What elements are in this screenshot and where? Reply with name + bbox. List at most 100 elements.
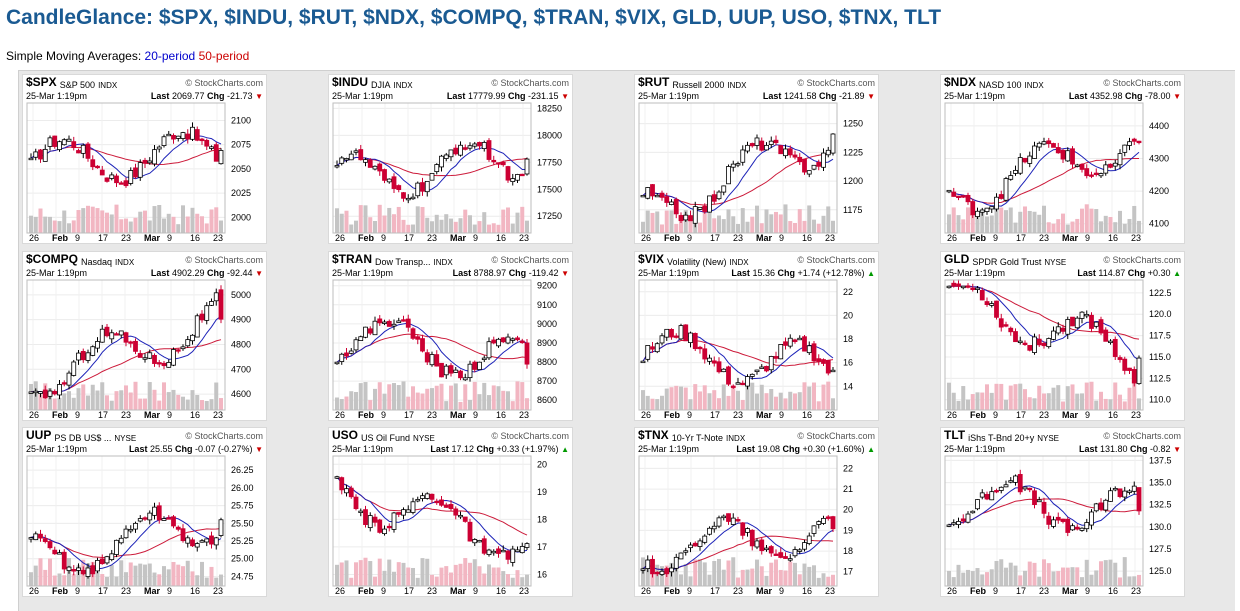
candle-body [175,135,181,139]
candle-body [830,133,836,154]
volume-bar [1103,560,1108,586]
volume-bar [717,558,721,586]
volume-bar [43,216,48,233]
chart-panel-tlt[interactable]: 137.5 135.0 132.5 130.0 127.5 125.0 26 Feb 9 17 23… [940,427,1185,597]
volume-bar [660,224,664,233]
security-name: Volatility (New) [667,257,727,267]
candle-body [783,341,788,346]
volume-bar [1089,574,1094,586]
candle-body [640,194,646,198]
candle-body [1122,144,1128,153]
symbol[interactable]: $COMPQ [26,252,79,266]
volume-bar [214,577,219,586]
chart-panel-gld[interactable]: 122.5 120.0 117.5 115.0 112.5 110.0 26 Feb 9 17 23… [940,251,1185,421]
x-tick-label: 9 [1085,233,1090,243]
chart-panel-tran[interactable]: 9200 9100 9000 8900 8800 8700 8600 26 Feb 9 17 23 Ma… [328,251,573,421]
volume-bar [802,382,807,410]
sma20-line [949,285,1140,361]
symbol[interactable]: $NDX [944,75,977,89]
candlestick-chart: 2100 2075 2050 2025 2000 26 Feb 9 17 23 Mar 9 16 23 [26,102,251,243]
candle-body [128,529,134,532]
symbol[interactable]: $TRAN [332,252,373,266]
symbol[interactable]: $RUT [638,75,670,89]
candlestick-chart: 1250 1225 1200 1175 26 Feb 9 17 23 Mar 9 16 23 [638,102,863,243]
quote-date: 25-Mar 1:19pm [332,268,394,278]
volume-bar [219,220,223,233]
change-down-icon: ▼ [255,92,263,101]
volume-bar [520,206,525,233]
volume-bar [641,221,645,233]
volume-bar [994,383,999,410]
volume-bar [415,206,420,233]
volume-bar [1127,576,1132,586]
volume-bar [1046,393,1051,410]
volume-bar [501,390,506,410]
chart-panel-uso[interactable]: 20 19 18 17 16 26 Feb 9 17 23 Mar 9 16 23 USO US Oil F… [328,427,573,597]
chart-panel-vix[interactable]: 22 20 18 16 14 26 Feb 9 17 23 Mar 9 16 23 $VIX Volatil… [634,251,879,421]
volume-bar [1070,567,1075,586]
y-tick-label: 137.5 [1149,455,1172,465]
volume-bar [688,221,693,233]
candle-body [1108,163,1113,168]
volume-bar [1027,561,1032,586]
symbol[interactable]: $INDU [332,75,369,89]
x-tick-label: 9 [75,233,80,243]
y-tick-label: 25.25 [231,536,254,546]
symbol[interactable]: TLT [944,428,966,442]
y-tick-label: 25.50 [231,518,254,528]
volume-bar [420,393,425,410]
x-tick-label: Feb [358,233,375,243]
volume-bar [344,560,349,586]
volume-bar [797,574,802,586]
volume-bar [38,394,43,410]
chart-panel-spx[interactable]: 2100 2075 2050 2025 2000 26 Feb 9 17 23 Mar 9 16 23 $… [22,74,267,244]
volume-bar [989,392,994,410]
candle-body [797,156,803,163]
candle-body [1127,367,1132,371]
y-tick-label: 4100 [1149,219,1169,229]
chart-panel-uup[interactable]: 26.25 26.00 25.75 25.50 25.25 25.00 24.75 26 Feb… [22,427,267,597]
candle-body [47,541,53,549]
candle-body [199,540,205,543]
candle-body [28,391,34,394]
candle-body [806,535,812,544]
candle-body [377,163,383,172]
candle-body [989,303,995,306]
plot-frame [26,455,226,587]
price-change: -21.73 [227,91,253,101]
symbol[interactable]: $SPX [26,75,57,89]
volume-bar [655,211,660,233]
volume-bar [434,576,439,586]
sma20-line [30,516,222,570]
exchange: INDX [729,258,749,267]
volume-bar [1113,382,1118,410]
symbol[interactable]: $VIX [638,252,665,266]
chart-panel-tnx[interactable]: 22 21 20 19 18 17 26 Feb 9 17 23 Mar 9 16 23 $TNX 10-Yr… [634,427,879,597]
symbol[interactable]: GLD [944,252,970,266]
symbol[interactable]: USO [332,428,359,442]
volume-bar [95,208,100,233]
volume-bar [453,564,458,586]
volume-bar [702,385,707,410]
candle-body [218,289,224,320]
candle-body [175,349,181,352]
chart-panel-rut[interactable]: 1250 1225 1200 1175 26 Feb 9 17 23 Mar 9 16 23 $RUT R… [634,74,879,244]
candlestick-chart: 137.5 135.0 132.5 130.0 127.5 125.0 26 Feb 9 17 23… [944,455,1172,596]
volume-bar [181,566,185,586]
candle-body [434,354,440,367]
chart-panel-ndx[interactable]: 4400 4300 4200 4100 26 Feb 9 17 23 Mar 9 16 23 $NDX N… [940,74,1185,244]
chart-panel-compq[interactable]: 5000 4900 4800 4700 4600 26 Feb 9 17 23 Mar 9 16 23 $… [22,251,267,421]
candle-body [965,194,971,203]
chart-panel-indu[interactable]: 18250 18000 17750 17500 17250 26 Feb 9 17 23 Mar 9 1… [328,74,573,244]
y-tick-label: 19 [843,525,853,535]
candle-body [1089,174,1094,177]
candle-body [683,214,689,221]
source-credit: © StockCharts.com [797,78,875,88]
exchange: INDX [727,81,747,90]
volume-bar [764,209,769,233]
candle-body [1117,357,1123,360]
symbol[interactable]: $TNX [638,428,669,442]
candle-body [998,486,1004,491]
volume-bar [339,213,344,233]
symbol[interactable]: UUP [26,428,52,442]
